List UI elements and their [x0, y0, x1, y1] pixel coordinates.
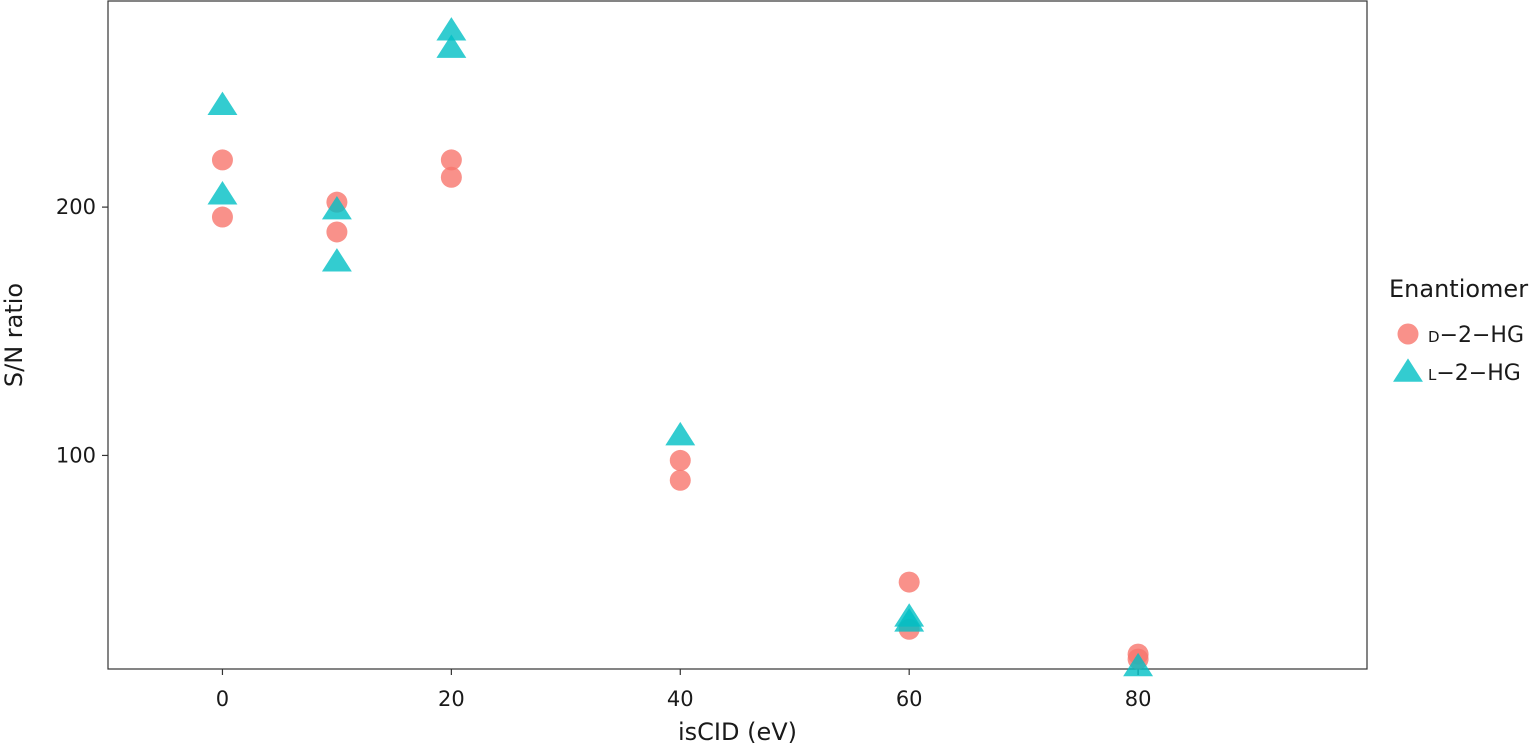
- point-d-2-hg: [440, 166, 462, 188]
- y-axis-title: S/N ratio: [0, 283, 28, 387]
- legend-key-circle: [1397, 323, 1419, 345]
- legend-suffix-l: −2−HG: [1436, 361, 1520, 386]
- legend-label-d-2-hg: D−2−HG: [1428, 323, 1524, 348]
- point-l-2-hg: [207, 91, 238, 116]
- legend-markers: [1393, 323, 1423, 382]
- point-d-2-hg: [326, 221, 348, 243]
- point-l-2-hg: [1123, 652, 1154, 677]
- legend: Enantiomer D−2−HG L−2−HG: [1389, 275, 1528, 386]
- point-l-2-hg: [207, 181, 238, 205]
- point-d-2-hg: [440, 149, 462, 171]
- x-tick-label: 60: [896, 687, 923, 711]
- x-tick-label: 20: [438, 687, 465, 711]
- point-l-2-hg: [321, 248, 352, 272]
- point-d-2-hg: [211, 206, 233, 228]
- legend-title: Enantiomer: [1389, 275, 1528, 303]
- y-tick-label: 100: [56, 443, 96, 467]
- axis-ticks: 0 20 40 60 80 100 200: [56, 195, 1152, 711]
- legend-prefix-l: L: [1428, 366, 1437, 384]
- point-l-2-hg: [894, 608, 925, 632]
- x-tick-label: 0: [216, 687, 229, 711]
- legend-suffix-d: −2−HG: [1440, 323, 1524, 348]
- data-points: [207, 17, 1154, 677]
- point-d-2-hg: [211, 149, 233, 171]
- legend-label-l-2-hg: L−2−HG: [1428, 361, 1521, 386]
- point-l-2-hg: [321, 195, 352, 220]
- point-l-2-hg: [665, 421, 696, 446]
- point-l-2-hg: [436, 34, 467, 58]
- point-l-2-hg: [436, 17, 467, 41]
- y-tick-label: 200: [56, 195, 96, 219]
- point-d-2-hg: [669, 469, 691, 491]
- x-tick-label: 40: [667, 687, 694, 711]
- point-d-2-hg: [669, 449, 691, 471]
- legend-key-triangle: [1393, 358, 1423, 382]
- legend-prefix-d: D: [1428, 328, 1440, 346]
- point-d-2-hg: [898, 571, 920, 593]
- x-tick-label: 80: [1125, 687, 1152, 711]
- x-axis-title: isCID (eV): [678, 718, 797, 746]
- plot-panel: [107, 0, 1368, 670]
